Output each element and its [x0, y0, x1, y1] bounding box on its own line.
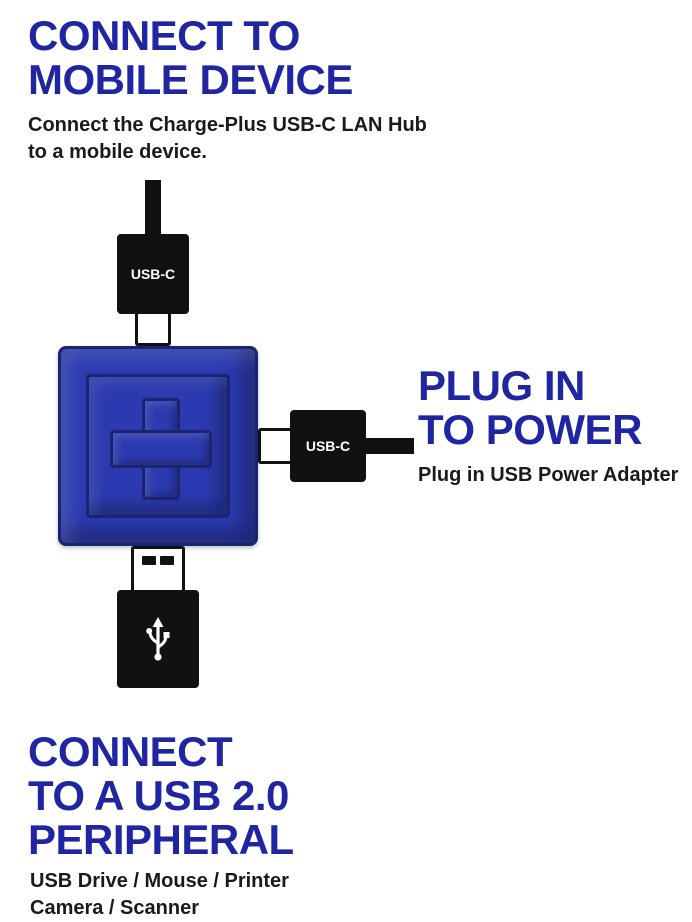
section-peripheral-heading: CONNECT TO A USB 2.0 PERIPHERAL [28, 730, 294, 862]
usb-a-metal-tip [131, 546, 185, 590]
section-power-sub: Plug in USB Power Adapter [418, 462, 678, 489]
heading-line: PLUG IN [418, 364, 642, 408]
usb-c-right-plug: USB-C [290, 410, 366, 482]
sub-line: Camera / Scanner [30, 895, 289, 922]
hub-plus-icon [110, 398, 206, 494]
hub-diagram: USB-C USB-C [40, 180, 420, 710]
section-power-heading: PLUG IN TO POWER [418, 364, 642, 452]
sub-line: Plug in USB Power Adapter [418, 462, 678, 489]
section-peripheral-sub: USB Drive / Mouse / Printer Camera / Sca… [30, 868, 289, 922]
usb-c-right-label: USB-C [306, 438, 350, 454]
sub-line: to a mobile device. [28, 139, 427, 166]
heading-line: MOBILE DEVICE [28, 58, 353, 102]
usb-c-top-plug: USB-C [117, 234, 189, 314]
heading-line: PERIPHERAL [28, 818, 294, 862]
usb-c-right-cable [366, 438, 414, 454]
heading-line: TO A USB 2.0 [28, 774, 294, 818]
heading-line: CONNECT [28, 730, 294, 774]
sub-line: USB Drive / Mouse / Printer [30, 868, 289, 895]
usb-c-top-label: USB-C [131, 266, 175, 282]
heading-line: CONNECT TO [28, 14, 353, 58]
heading-line: TO POWER [418, 408, 642, 452]
usb-a-plug [117, 590, 199, 688]
usb-c-top-cable [145, 180, 161, 234]
hub-device [58, 346, 258, 546]
usb-trident-icon [143, 617, 173, 661]
sub-line: Connect the Charge-Plus USB-C LAN Hub [28, 112, 427, 139]
usb-a-contact [142, 556, 156, 565]
section-mobile-heading: CONNECT TO MOBILE DEVICE [28, 14, 353, 102]
usb-a-contact [160, 556, 174, 565]
usb-c-right-tip [258, 428, 290, 464]
section-mobile-sub: Connect the Charge-Plus USB-C LAN Hub to… [28, 112, 427, 166]
usb-c-top-tip [135, 314, 171, 346]
